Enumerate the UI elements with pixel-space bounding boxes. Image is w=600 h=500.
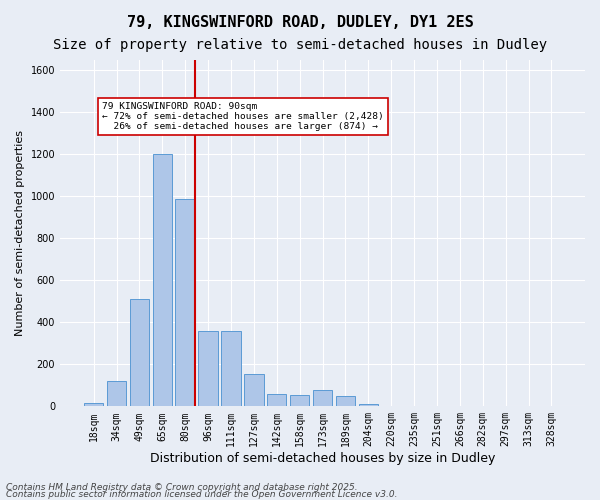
Text: Size of property relative to semi-detached houses in Dudley: Size of property relative to semi-detach… xyxy=(53,38,547,52)
Bar xyxy=(175,198,195,406)
Bar xyxy=(335,396,355,406)
Y-axis label: Number of semi-detached properties: Number of semi-detached properties xyxy=(15,130,25,336)
Bar xyxy=(107,381,126,406)
Bar xyxy=(290,395,310,406)
Bar xyxy=(84,403,103,406)
Bar xyxy=(267,394,286,406)
Bar xyxy=(359,404,378,406)
Text: 79, KINGSWINFORD ROAD, DUDLEY, DY1 2ES: 79, KINGSWINFORD ROAD, DUDLEY, DY1 2ES xyxy=(127,15,473,30)
Text: Contains public sector information licensed under the Open Government Licence v3: Contains public sector information licen… xyxy=(6,490,398,499)
X-axis label: Distribution of semi-detached houses by size in Dudley: Distribution of semi-detached houses by … xyxy=(150,452,495,465)
Text: 79 KINGSWINFORD ROAD: 90sqm
← 72% of semi-detached houses are smaller (2,428)
  : 79 KINGSWINFORD ROAD: 90sqm ← 72% of sem… xyxy=(102,102,384,132)
Bar xyxy=(130,300,149,406)
Bar xyxy=(199,331,218,406)
Bar xyxy=(152,154,172,406)
Bar xyxy=(221,331,241,406)
Bar xyxy=(313,390,332,406)
Bar xyxy=(244,374,263,406)
Text: Contains HM Land Registry data © Crown copyright and database right 2025.: Contains HM Land Registry data © Crown c… xyxy=(6,484,358,492)
